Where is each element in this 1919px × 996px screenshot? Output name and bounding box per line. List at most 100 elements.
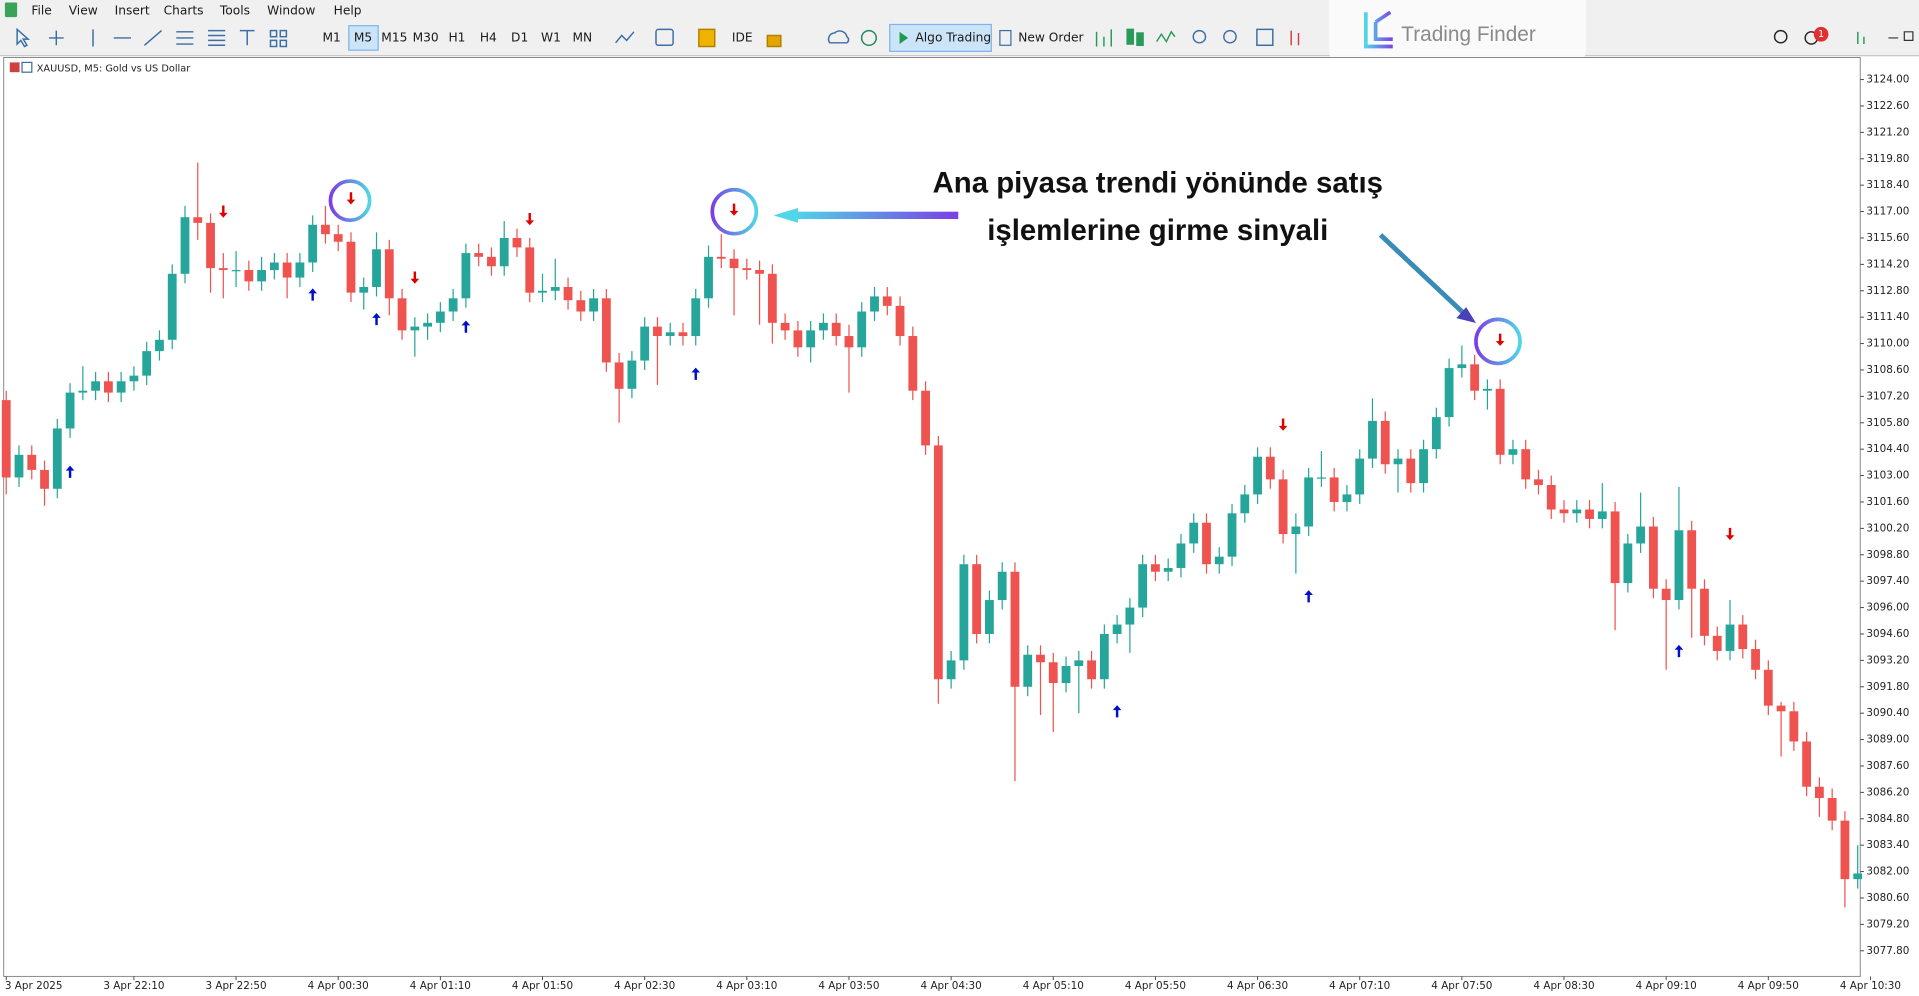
- x-tick-label: 4 Apr 02:30: [614, 980, 675, 992]
- candle-body: [1, 400, 11, 478]
- timeframe[interactable]: H1: [449, 30, 466, 44]
- candle-body: [103, 381, 113, 393]
- candle-body: [487, 256, 496, 267]
- cursor-icon: [16, 27, 31, 48]
- candle-body: [346, 241, 356, 293]
- y-tick-label: 3097.40: [1866, 575, 1909, 587]
- candle-body: [321, 224, 330, 235]
- timeframe[interactable]: H4: [480, 30, 497, 44]
- candle-body: [1227, 513, 1237, 557]
- algo-label[interactable]: Algo Trading: [915, 30, 991, 44]
- candle-body: [1099, 633, 1109, 680]
- menu-item[interactable]: File: [31, 4, 51, 18]
- crosshair-icon: [48, 30, 64, 46]
- candle-body: [1738, 624, 1748, 650]
- candle-body: [806, 330, 816, 348]
- menu-item[interactable]: Help: [334, 4, 362, 18]
- candle-body: [193, 217, 203, 223]
- x-tick-label: 4 Apr 07:10: [1329, 980, 1390, 992]
- candle-body: [921, 390, 930, 446]
- timeframe[interactable]: MN: [572, 30, 592, 44]
- timeframe[interactable]: M30: [413, 30, 439, 44]
- order-icon: [999, 29, 1012, 46]
- sell-arrow: [346, 192, 356, 205]
- menu-item[interactable]: Window: [267, 4, 315, 18]
- y-tick-label: 3098.80: [1866, 549, 1909, 561]
- chart-icon: [1290, 30, 1300, 46]
- candle-body: [1265, 456, 1275, 480]
- y-tick-label: 3096.00: [1866, 602, 1909, 614]
- candle-body: [1814, 786, 1824, 799]
- candle-body: [1406, 458, 1416, 484]
- menu-item[interactable]: Tools: [219, 4, 250, 18]
- x-tick-label: 4 Apr 03:50: [818, 980, 879, 992]
- candle-body: [1661, 588, 1671, 601]
- candle-body: [665, 332, 675, 337]
- candle-body: [1431, 417, 1441, 450]
- sell-arrow: [1495, 333, 1505, 346]
- candle-body: [333, 234, 343, 242]
- logo-text: Trading Finder: [1401, 23, 1536, 46]
- candle-body: [27, 454, 37, 470]
- timeframe[interactable]: M5: [354, 30, 372, 44]
- play-icon: [899, 31, 909, 45]
- candle-body: [1176, 543, 1186, 568]
- ide-button[interactable]: IDE: [732, 30, 753, 44]
- candle-body: [410, 326, 420, 331]
- fibo-icon: [208, 29, 226, 47]
- timeframe[interactable]: M15: [381, 30, 407, 44]
- buy-arrow: [691, 367, 701, 380]
- x-tick-label: 4 Apr 01:10: [410, 980, 471, 992]
- chart-label: XAUUSD, M5: Gold vs US Dollar: [37, 64, 192, 75]
- x-tick-label: 4 Apr 01:50: [512, 980, 573, 992]
- zoom-out-icon: [1223, 29, 1237, 44]
- candle-body: [142, 351, 152, 376]
- badge-count: 1: [1818, 29, 1824, 40]
- candle-body: [1444, 368, 1454, 418]
- candle-body: [167, 273, 177, 340]
- candle-body: [1253, 456, 1262, 495]
- y-tick-label: 3087.60: [1866, 760, 1909, 772]
- order-label[interactable]: New Order: [1018, 30, 1084, 44]
- candle-body: [1546, 485, 1556, 510]
- candles-icon: [1126, 28, 1135, 45]
- candle-body: [653, 326, 662, 337]
- buy-arrow: [1674, 644, 1684, 658]
- y-tick-label: 3086.20: [1866, 786, 1909, 798]
- y-tick-label: 3080.60: [1866, 892, 1909, 904]
- menu-item[interactable]: Insert: [115, 4, 150, 18]
- tool-icons: [16, 27, 288, 48]
- y-tick-label: 3112.80: [1866, 285, 1909, 297]
- sell-arrow: [1278, 418, 1288, 431]
- menu-item[interactable]: View: [69, 4, 98, 18]
- shapes-icon: [279, 29, 288, 38]
- candle-body: [308, 224, 318, 263]
- candle-body: [1304, 477, 1314, 527]
- x-tick-label: 4 Apr 03:10: [716, 980, 777, 992]
- candle-body: [435, 311, 445, 323]
- timeframe[interactable]: M1: [322, 30, 340, 44]
- candle-body: [206, 222, 215, 269]
- y-tick-label: 3117.00: [1866, 206, 1909, 218]
- y-tick-label: 3077.80: [1866, 945, 1909, 957]
- candle-body: [1712, 635, 1722, 651]
- symbol-icon: [21, 61, 33, 73]
- candle-body: [946, 660, 956, 680]
- sell-arrow: [410, 271, 420, 284]
- candle-body: [1291, 526, 1301, 535]
- candle-body: [1317, 477, 1326, 479]
- menu-item[interactable]: Charts: [164, 4, 204, 18]
- candle-body: [1240, 494, 1250, 514]
- tile-icon: [1256, 28, 1274, 47]
- candle-body: [1048, 662, 1058, 684]
- candle-body: [767, 273, 777, 323]
- candle-body: [959, 564, 969, 661]
- candle-body: [1534, 479, 1543, 486]
- timeframe[interactable]: D1: [511, 30, 528, 44]
- zoom-in-icon: [1192, 29, 1207, 44]
- timeframe[interactable]: W1: [541, 30, 561, 44]
- candle-body: [1521, 449, 1531, 480]
- buy-arrow: [1304, 590, 1313, 603]
- candle-body: [1687, 530, 1697, 589]
- candle-body: [218, 268, 228, 271]
